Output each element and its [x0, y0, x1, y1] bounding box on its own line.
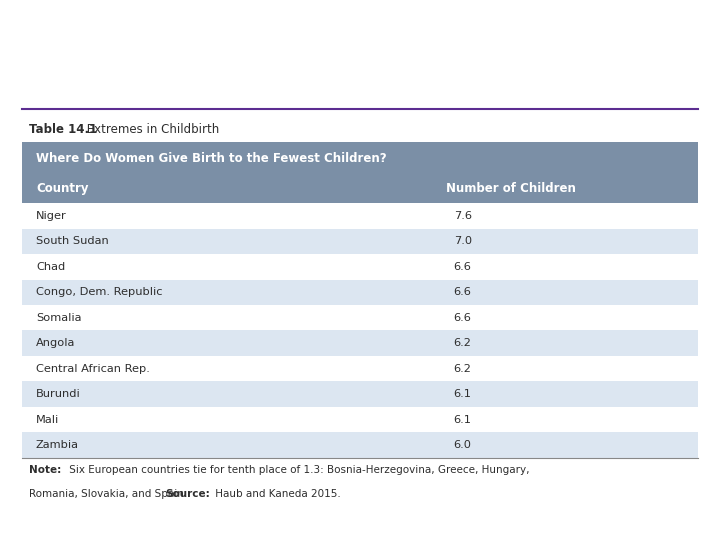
Text: 6.6: 6.6 — [454, 313, 472, 323]
Bar — [22, 141, 698, 174]
Bar — [22, 407, 698, 432]
Text: Source:: Source: — [166, 489, 210, 500]
Text: 6.1: 6.1 — [454, 415, 472, 424]
Text: PEARSON: PEARSON — [602, 514, 698, 531]
Bar — [22, 330, 698, 356]
Text: 6.6: 6.6 — [454, 262, 472, 272]
Text: Copyright © 2017, 2015, 2012 Pearson Education, Inc. All Rights Reserved: Copyright © 2017, 2015, 2012 Pearson Edu… — [22, 517, 387, 528]
Text: Chad: Chad — [36, 262, 66, 272]
Text: Zambia: Zambia — [36, 440, 79, 450]
Text: 6.0: 6.0 — [454, 440, 472, 450]
Text: Somalia: Somalia — [36, 313, 81, 323]
Bar — [22, 381, 698, 407]
Text: Romania, Slovakia, and Spain.: Romania, Slovakia, and Spain. — [29, 489, 190, 500]
Text: 7.0: 7.0 — [454, 237, 472, 246]
Text: Number of Children: Number of Children — [446, 183, 576, 195]
Text: Country: Country — [36, 183, 89, 195]
Text: Congo, Dem. Republic: Congo, Dem. Republic — [36, 287, 163, 298]
Bar — [22, 174, 698, 203]
Bar — [22, 229, 698, 254]
Bar — [22, 203, 698, 229]
Text: Where Do Women Give Birth to the Fewest Children?: Where Do Women Give Birth to the Fewest … — [36, 152, 387, 165]
Bar — [22, 280, 698, 305]
Text: 7.6: 7.6 — [454, 211, 472, 221]
Text: Extremes in Childbirth: Extremes in Childbirth — [83, 123, 219, 136]
Text: 6.2: 6.2 — [454, 363, 472, 374]
Text: Table 14.1: Table 14.1 — [29, 123, 97, 136]
Text: 6.2: 6.2 — [454, 338, 472, 348]
Text: Burundi: Burundi — [36, 389, 81, 399]
Text: Haub and Kaneda 2015.: Haub and Kaneda 2015. — [212, 489, 341, 500]
Text: Angola: Angola — [36, 338, 76, 348]
Text: Six European countries tie for tenth place of 1.3: Bosnia-Herzegovina, Greece, H: Six European countries tie for tenth pla… — [66, 465, 530, 475]
Text: 6.1: 6.1 — [454, 389, 472, 399]
Text: Mali: Mali — [36, 415, 59, 424]
Text: LO 14. 2 Population Growth: LO 14. 2 Population Growth — [29, 35, 481, 63]
Bar — [22, 432, 698, 458]
Text: (3 of 7): (3 of 7) — [472, 43, 543, 63]
Text: Note:: Note: — [29, 465, 61, 475]
Text: South Sudan: South Sudan — [36, 237, 109, 246]
Bar — [22, 356, 698, 381]
Bar — [22, 305, 698, 330]
Text: Niger: Niger — [36, 211, 67, 221]
Text: 6.6: 6.6 — [454, 287, 472, 298]
Text: Central African Rep.: Central African Rep. — [36, 363, 150, 374]
Bar — [22, 254, 698, 280]
